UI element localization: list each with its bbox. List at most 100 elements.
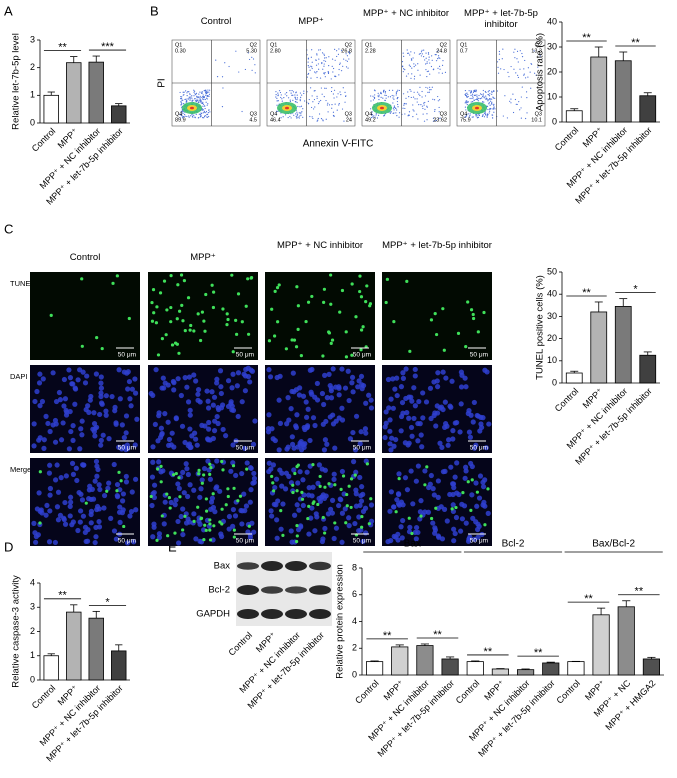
flow-event [203,96,205,98]
nucleus [96,518,102,525]
flow-event [294,94,296,96]
flow-event [323,60,325,62]
nucleus [45,420,51,427]
nucleus [329,497,336,503]
nucleus [33,539,39,545]
micrograph [30,272,140,360]
flow-event [519,50,521,52]
flow-core [190,106,194,110]
nucleus [412,373,418,379]
nucleus [451,538,457,544]
nucleus [98,374,104,380]
nucleus [458,384,465,390]
flow-event [466,114,468,116]
nucleus [459,501,465,507]
gate-value: 2.28 [365,48,376,54]
tunel-signal [152,311,156,315]
band [309,561,331,571]
nucleus [82,529,88,536]
nucleus [197,494,203,500]
flow-event [207,103,209,105]
gate-name: Q2 [250,42,257,48]
nucleus [109,393,115,400]
nucleus [114,492,120,499]
nucleus [119,422,125,428]
flow-event [378,98,380,101]
nucleus [60,420,66,426]
significance-label: ** [58,590,67,602]
scale-bar-label: 50 μm [236,352,254,359]
tunel-signal [461,491,465,495]
nucleus [310,415,317,421]
nucleus [353,469,359,475]
nucleus [247,534,253,541]
tunel-signal [182,279,187,283]
image-row-label: TUNEL [10,279,35,288]
flow-event [416,91,419,93]
nucleus [171,444,177,450]
flow-event [428,91,430,93]
bar [491,668,509,676]
nucleus [149,474,156,480]
bar [565,110,583,123]
flow-event [491,103,493,105]
nucleus [75,527,81,534]
nucleus [232,513,239,519]
flow-event [187,98,189,100]
flow-event [296,98,298,101]
nucleus [400,370,406,376]
flow-event [427,70,430,72]
tunel-signal [232,486,236,490]
flow-event [502,48,504,50]
bar [517,669,535,676]
flow-event [372,99,375,101]
flow-event [482,101,484,103]
flow-event [193,89,195,91]
flow-event [503,68,505,71]
nucleus [156,413,162,419]
flow-event [508,76,510,78]
flow-event [191,113,193,116]
cells [382,366,492,453]
nucleus [209,495,215,501]
nucleus [149,502,155,509]
tunel-signal [270,307,274,311]
nucleus [150,444,156,450]
tunel-signal [212,524,216,528]
flow-event [336,96,338,98]
cells [31,367,140,453]
nucleus [78,426,84,432]
significance-label: ** [635,586,644,598]
nucleus [41,437,47,443]
nucleus [185,471,191,478]
flow-event [393,95,395,97]
nucleus [199,422,205,428]
flow-event [408,64,410,66]
nucleus [319,494,325,500]
tunel-signal [358,274,362,278]
tunel-signal [329,341,333,345]
band [237,585,259,595]
flow-event [342,65,344,67]
bar [614,306,632,384]
nucleus [39,398,46,405]
flow-event [378,96,380,98]
nucleus [242,388,248,394]
flow-event [482,93,484,95]
tunel-signal [171,473,176,477]
flow-event [489,104,491,106]
nucleus [128,403,134,409]
nucleus [402,475,409,481]
nucleus [205,405,212,411]
nucleus [451,526,457,532]
nucleus [415,420,421,427]
nucleus [134,416,140,422]
nucleus [191,372,197,378]
tunel-signal [119,479,123,483]
flow-event [302,108,304,110]
flow-event [526,97,528,99]
flow-event [208,91,210,93]
nucleus [450,428,456,434]
flow-event [194,117,196,119]
flow-event [338,74,340,76]
